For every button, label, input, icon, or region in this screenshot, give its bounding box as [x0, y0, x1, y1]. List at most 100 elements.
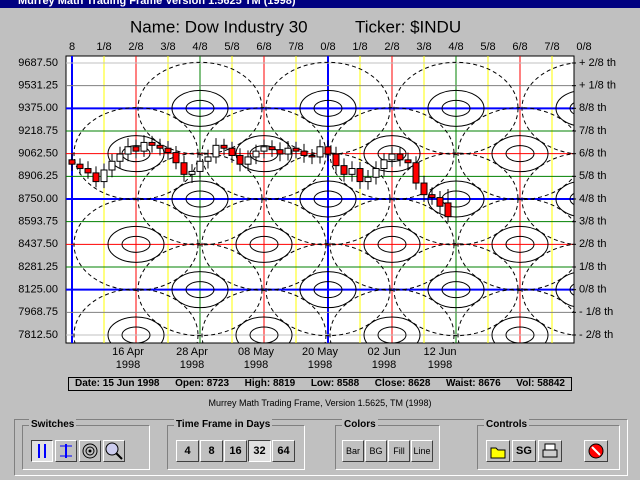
- toolbar-button[interactable]: 8: [200, 440, 223, 462]
- candle-body: [172, 152, 180, 164]
- candle-body: [404, 159, 412, 164]
- murrey-circle: [249, 326, 279, 343]
- murrey-circle: [235, 316, 293, 343]
- candle-body: [140, 141, 148, 152]
- print-button[interactable]: [538, 440, 562, 462]
- y2-tick-label: 7/8 th: [579, 125, 607, 137]
- stop-button[interactable]: [584, 440, 608, 462]
- candle-body: [300, 150, 308, 156]
- candle-body: [124, 146, 132, 155]
- candle-body: [244, 156, 252, 165]
- x-tick-label: 08 May 1998: [238, 346, 275, 371]
- candle-body: [356, 168, 364, 183]
- candle-body: [364, 176, 372, 183]
- murrey-circle: [249, 235, 279, 253]
- toolbar-button[interactable]: Fill: [388, 440, 410, 462]
- toolbar-button[interactable]: Bar: [342, 440, 364, 462]
- y-tick-label: 8437.50: [18, 238, 58, 250]
- toolbar-button[interactable]: 64: [272, 440, 295, 462]
- top-label: 4/8: [448, 41, 463, 53]
- murrey-circle: [427, 180, 485, 218]
- top-label: 2/8: [384, 41, 399, 53]
- switches-group: Switches: [22, 419, 150, 470]
- murrey-circle: [505, 145, 535, 163]
- y-tick-label: 9218.75: [18, 125, 58, 137]
- toolbar-button[interactable]: BG: [365, 440, 387, 462]
- candle-body: [92, 172, 100, 183]
- switch-button[interactable]: [79, 440, 101, 462]
- ticker: Ticker: $INDU: [355, 17, 461, 36]
- murrey-circle: [569, 102, 574, 115]
- y2-tick-label: + 1/8 th: [579, 80, 616, 92]
- murrey-circle: [171, 271, 229, 309]
- candle-body: [444, 202, 452, 218]
- candle-body: [428, 194, 436, 199]
- candle-body: [68, 159, 76, 165]
- sg-button[interactable]: SG: [512, 440, 536, 462]
- y-tick-label: 8125.00: [18, 284, 58, 296]
- toolbar-button[interactable]: 4: [176, 440, 199, 462]
- murrey-circle: [569, 283, 574, 296]
- x-tick-label: 16 Apr 1998: [112, 346, 144, 371]
- murrey-circle: [377, 235, 407, 253]
- open-button[interactable]: [486, 440, 510, 462]
- toolbar-button[interactable]: Line: [411, 440, 433, 462]
- murrey-circle: [265, 243, 391, 337]
- candle-body: [132, 146, 140, 152]
- candle-body: [180, 162, 188, 175]
- top-label: 4/8: [192, 41, 207, 53]
- candle-body: [284, 147, 292, 155]
- candle-body: [236, 154, 244, 165]
- murrey-circle: [441, 281, 471, 299]
- candle-body: [380, 159, 388, 170]
- candle-body: [436, 197, 444, 207]
- murrey-circle: [363, 135, 421, 173]
- status-field: Waist: 8676: [446, 378, 501, 389]
- switch-button[interactable]: [103, 440, 125, 462]
- murrey-circle: [299, 89, 357, 127]
- murrey-circle: [185, 99, 215, 117]
- murrey-circle: [427, 271, 485, 309]
- murrey-circle: [569, 192, 574, 206]
- y-tick-label: 9531.25: [18, 80, 58, 92]
- toolbar-button[interactable]: 16: [224, 440, 247, 462]
- y2-tick-label: 5/8 th: [579, 170, 607, 182]
- murrey-circle: [313, 190, 343, 208]
- switch-button[interactable]: [31, 440, 53, 462]
- y2-tick-label: - 1/8 th: [579, 306, 613, 318]
- candle-body: [76, 163, 84, 170]
- switch-button[interactable]: [55, 440, 77, 462]
- murrey-circle: [521, 243, 574, 336]
- candle-body: [276, 149, 284, 155]
- murrey-circle: [491, 316, 549, 343]
- x-tick-label: 20 May 1998: [302, 346, 339, 371]
- murrey-circle: [441, 99, 471, 117]
- x-tick-label: 12 Jun 1998: [423, 346, 456, 371]
- murrey-circle: [185, 190, 215, 208]
- murrey-circle: [457, 288, 574, 343]
- y2-tick-label: 2/8 th: [579, 238, 607, 250]
- murrey-circle: [393, 61, 519, 155]
- toolbar: [14, 419, 628, 476]
- colors-group: Colors Bar BG Fill Line: [335, 419, 440, 470]
- candle-body: [252, 150, 260, 158]
- murrey-circle: [313, 99, 343, 117]
- murrey-circle: [555, 181, 574, 217]
- murrey-circle: [201, 288, 327, 343]
- footer: Murrey Math Trading Frame, Version 1.562…: [208, 398, 432, 408]
- top-label: 2/8: [128, 41, 143, 53]
- chart: Name: Dow Industry 30 Ticker: $INDU 8 1/8…: [18, 17, 616, 371]
- murrey-circle: [73, 107, 199, 201]
- murrey-circle: [555, 91, 574, 126]
- top-label: 0/8: [576, 41, 591, 53]
- group-title: Controls: [484, 419, 530, 430]
- toolbar-button[interactable]: 32: [248, 440, 271, 462]
- murrey-circle: [505, 326, 535, 343]
- murrey-circle: [235, 135, 293, 173]
- candle-body: [228, 147, 236, 156]
- top-label: 3/8: [416, 41, 431, 53]
- murrey-circle: [393, 152, 519, 246]
- group-title: Switches: [29, 419, 77, 430]
- top-label: 8: [69, 41, 75, 53]
